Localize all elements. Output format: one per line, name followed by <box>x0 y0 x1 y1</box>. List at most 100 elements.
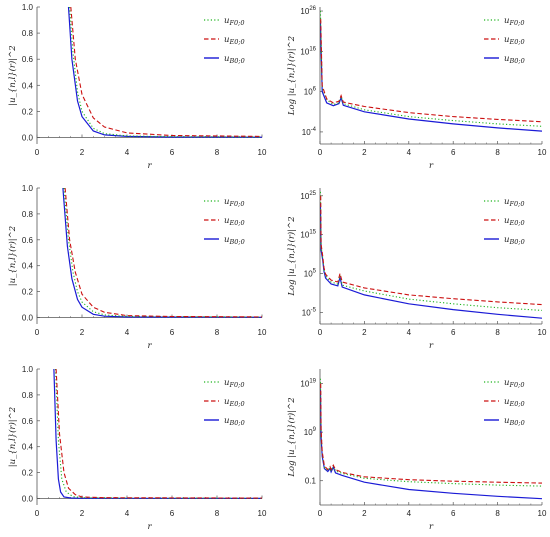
y-tick-label: 0.8 <box>22 210 34 219</box>
series-E0-0-line <box>320 383 542 484</box>
x-tick-label: 10 <box>258 328 267 337</box>
y-tick-label: 1.0 <box>22 3 34 12</box>
x-tick-label: 2 <box>80 328 85 337</box>
x-tick-label: 0 <box>35 509 40 518</box>
legend-label: uB0;0 <box>504 416 525 427</box>
x-tick-label: 4 <box>125 328 130 337</box>
y-axis-label: Log |u_{n,l}(r)|^2 <box>286 36 297 116</box>
x-axis-label: r <box>429 522 434 532</box>
y-tick-label: 0.8 <box>22 29 34 38</box>
legend-label: uB0;0 <box>224 235 245 246</box>
legend-label: uE0;0 <box>504 35 525 46</box>
x-tick-label: 0 <box>35 148 40 157</box>
panel-2: 0 2 4 6 8 10 1026 1016 106 10-4 r Log |u_{n,l}(r)|^… <box>286 6 547 171</box>
y-tick-label: 10-4 <box>302 127 317 137</box>
y-tick-label: 0.2 <box>22 288 34 297</box>
x-tick-label: 10 <box>538 148 547 157</box>
x-tick-label: 4 <box>407 148 412 157</box>
series-F0-0-line <box>320 191 542 311</box>
x-tick-label: 4 <box>125 509 130 518</box>
x-tick-label: 2 <box>362 509 367 518</box>
y-tick-label: 0.1 <box>305 477 317 486</box>
x-tick-label: 8 <box>495 328 500 337</box>
x-tick-label: 4 <box>407 328 412 337</box>
x-tick-label: 8 <box>215 148 220 157</box>
panel-5: 0 2 4 6 8 10 0.0 0.2 0.4 0.6 0.8 1.0 r |u_{n,l}(r)|^2… <box>7 365 267 532</box>
x-axis-label: r <box>147 522 152 532</box>
legend-label: uE0;0 <box>224 216 245 227</box>
legend-label: uE0;0 <box>224 35 245 46</box>
legend-label: uB0;0 <box>504 235 525 246</box>
series-E0-0-line <box>70 7 262 137</box>
series-E0-0-line <box>55 369 262 499</box>
legend-label: uB0;0 <box>224 416 245 427</box>
x-axis-label: r <box>429 161 434 171</box>
x-tick-label: 8 <box>495 509 500 518</box>
legend-label: uF0;0 <box>224 16 244 27</box>
series-B0-0-line <box>53 369 262 499</box>
legend-label: uF0;0 <box>504 16 524 27</box>
x-tick-label: 2 <box>80 148 85 157</box>
legend-label: uE0;0 <box>224 397 245 408</box>
y-axis-label: |u_{n,l}(r)|^2 <box>7 226 18 286</box>
legend-label: uB0;0 <box>224 54 245 65</box>
x-tick-label: 0 <box>318 148 323 157</box>
y-tick-label: 0.6 <box>22 236 34 245</box>
x-tick-label: 6 <box>451 148 456 157</box>
x-tick-label: 10 <box>538 509 547 518</box>
x-tick-label: 2 <box>362 148 367 157</box>
x-tick-label: 0 <box>318 328 323 337</box>
x-tick-label: 10 <box>538 328 547 337</box>
y-axis-label: Log |u_{n,l}(r)|^2 <box>286 216 297 296</box>
x-tick-label: 8 <box>495 148 500 157</box>
y-tick-label: 0.4 <box>22 443 34 452</box>
y-tick-label: 1016 <box>300 46 316 56</box>
y-tick-label: 0.2 <box>22 469 34 478</box>
y-axis-label: Log |u_{n,l}(r)|^2 <box>286 397 297 477</box>
legend-label: uF0;0 <box>224 197 244 208</box>
x-tick-label: 6 <box>170 328 175 337</box>
x-tick-label: 6 <box>170 509 175 518</box>
series-B0-0-line <box>62 188 262 318</box>
series-F0-0-line <box>69 7 262 138</box>
legend-label: uB0;0 <box>504 54 525 65</box>
x-tick-label: 2 <box>80 509 85 518</box>
x-axis-label: r <box>147 341 152 351</box>
legend-label: uF0;0 <box>504 197 524 208</box>
y-tick-label: 0.8 <box>22 391 34 400</box>
x-tick-label: 4 <box>125 148 130 157</box>
y-axis-label: |u_{n,l}(r)|^2 <box>7 45 18 105</box>
panel-6: 0 2 4 6 8 10 1019 109 0.1 r Log |u_{n,l}(r)|^2 uF0;… <box>286 369 547 532</box>
y-tick-label: 0.6 <box>22 417 34 426</box>
x-tick-label: 8 <box>215 328 220 337</box>
panel-4: 0 2 4 6 8 10 1025 1015 105 10-5 r Log |u_{n,l}(r)|^… <box>286 188 547 351</box>
panel-3: 0 2 4 6 8 10 0.0 0.2 0.4 0.6 0.8 1.0 r |u_{n,l}(r)|^2… <box>7 184 267 351</box>
y-tick-label: 1025 <box>300 191 316 201</box>
x-axis-label: r <box>429 341 434 351</box>
y-tick-label: 0.4 <box>22 262 34 271</box>
y-tick-label: 106 <box>304 87 317 97</box>
y-tick-label: 1.0 <box>22 365 34 374</box>
x-tick-label: 0 <box>318 509 323 518</box>
y-axis-label: |u_{n,l}(r)|^2 <box>7 407 18 467</box>
y-tick-label: 0.0 <box>22 133 34 142</box>
series-E0-0-line <box>320 19 542 123</box>
y-tick-label: 0.6 <box>22 55 34 64</box>
x-tick-label: 4 <box>407 509 412 518</box>
y-tick-label: 0.0 <box>22 314 34 323</box>
x-tick-label: 10 <box>258 509 267 518</box>
y-tick-label: 1.0 <box>22 184 34 193</box>
x-tick-label: 2 <box>362 328 367 337</box>
series-F0-0-line <box>320 378 542 487</box>
y-tick-label: 1026 <box>300 6 316 16</box>
y-tick-label: 105 <box>304 268 317 278</box>
series-E0-0-line <box>320 195 542 306</box>
x-tick-label: 10 <box>258 148 267 157</box>
x-tick-label: 6 <box>170 148 175 157</box>
x-tick-label: 8 <box>215 509 220 518</box>
y-tick-label: 1019 <box>300 379 316 389</box>
y-tick-label: 109 <box>304 427 317 437</box>
legend-label: uE0;0 <box>504 397 525 408</box>
x-tick-label: 6 <box>451 328 456 337</box>
